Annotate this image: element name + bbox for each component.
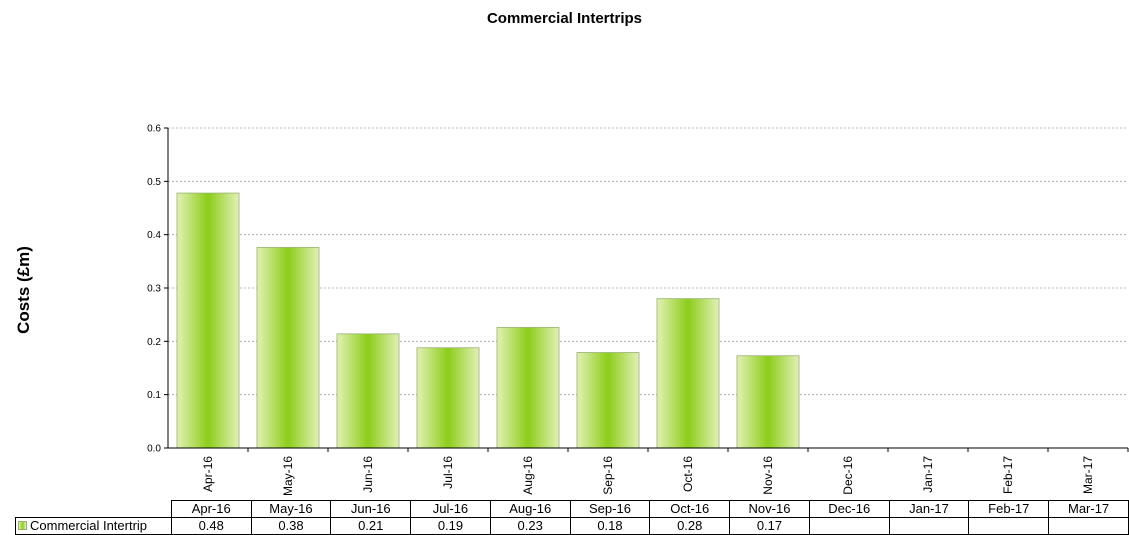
data-table-header-cell: Jul-16 — [410, 500, 491, 518]
x-tick-label: Jul-16 — [441, 456, 455, 489]
legend-entry: Commercial Intertrip — [15, 517, 172, 535]
data-label — [888, 517, 970, 535]
y-tick-label: 0.5 — [147, 177, 161, 188]
bars — [176, 192, 800, 449]
legend-key-icon — [18, 521, 27, 530]
y-tick-label: 0.4 — [147, 230, 161, 241]
data-table-header-cell: Jan-17 — [888, 500, 970, 518]
y-tick-label: 0.1 — [147, 390, 161, 401]
data-table-value-row: Commercial Intertrip 0.48 0.38 0.21 0.19 0.2… — [15, 517, 1129, 535]
x-tick-label: Sep-16 — [601, 456, 615, 495]
gridlines — [168, 127, 1128, 396]
data-table-header-cell: Oct-16 — [649, 500, 731, 518]
x-tick-label: Aug-16 — [521, 456, 535, 495]
data-label: 0.48 — [170, 517, 252, 535]
x-tick-label: May-16 — [281, 456, 295, 496]
data-table-header-cell: Apr-16 — [170, 500, 252, 518]
x-tick-label: Nov-16 — [761, 456, 775, 495]
data-table-header-cell: Sep-16 — [569, 500, 651, 518]
bar — [176, 192, 240, 449]
x-tick-label: Jun-16 — [361, 456, 375, 493]
y-tick-label: 0.0 — [147, 444, 161, 455]
bar — [496, 327, 560, 449]
data-table-header-cell: Mar-17 — [1048, 500, 1129, 518]
chart-title: Commercial Intertrips — [486, 10, 643, 27]
bar — [576, 352, 640, 449]
data-label: 0.18 — [569, 517, 651, 535]
bar — [656, 298, 720, 449]
data-table: Apr-16 May-16 Jun-16 Jul-16 Aug-16 Sep-16 Oct-… — [15, 500, 1129, 535]
data-label — [968, 517, 1050, 535]
bar — [256, 247, 320, 449]
x-tick-label: Apr-16 — [201, 456, 215, 492]
y-tick-label: 0.3 — [147, 284, 161, 295]
data-label: 0.23 — [489, 517, 571, 535]
data-table-corner — [16, 501, 172, 518]
data-table-header-cell: Nov-16 — [729, 500, 810, 518]
x-tick-label: Oct-16 — [681, 456, 695, 492]
x-tick-label: Dec-16 — [841, 456, 855, 495]
x-tick-label: Feb-17 — [1001, 456, 1015, 494]
data-table-header-row: Apr-16 May-16 Jun-16 Jul-16 Aug-16 Sep-16 Oct-… — [16, 500, 1129, 518]
data-label — [808, 517, 890, 535]
y-tick-label: 0.6 — [147, 124, 161, 135]
data-label: 0.28 — [649, 517, 731, 535]
data-table-header-cell: Dec-16 — [808, 500, 890, 518]
bar — [336, 333, 400, 449]
tick-labels: 0.0 0.1 0.2 0.3 0.4 0.5 0.6 Apr-16 May-16 Jun-16 J… — [147, 124, 1095, 497]
chart-plot: 0.0 0.1 0.2 0.3 0.4 0.5 0.6 Apr-16 May-16 Jun-16 J… — [147, 124, 1129, 497]
axes — [164, 127, 1129, 452]
data-table-header-cell: Feb-17 — [968, 500, 1050, 518]
x-tick-label: Mar-17 — [1081, 456, 1095, 494]
data-table-header-cell: Aug-16 — [489, 500, 571, 518]
data-label: 0.38 — [250, 517, 332, 535]
y-tick-label: 0.2 — [147, 337, 161, 348]
data-label: 0.19 — [410, 517, 491, 535]
bar — [416, 347, 480, 449]
data-label: 0.17 — [729, 517, 810, 535]
data-label: 0.21 — [330, 517, 412, 535]
data-label — [1048, 517, 1129, 535]
data-table-header-cell: Jun-16 — [330, 500, 412, 518]
legend-label: Commercial Intertrip — [30, 518, 148, 534]
bar — [736, 355, 800, 449]
data-table-header-cell: May-16 — [250, 500, 332, 518]
x-tick-label: Jan-17 — [921, 456, 935, 493]
